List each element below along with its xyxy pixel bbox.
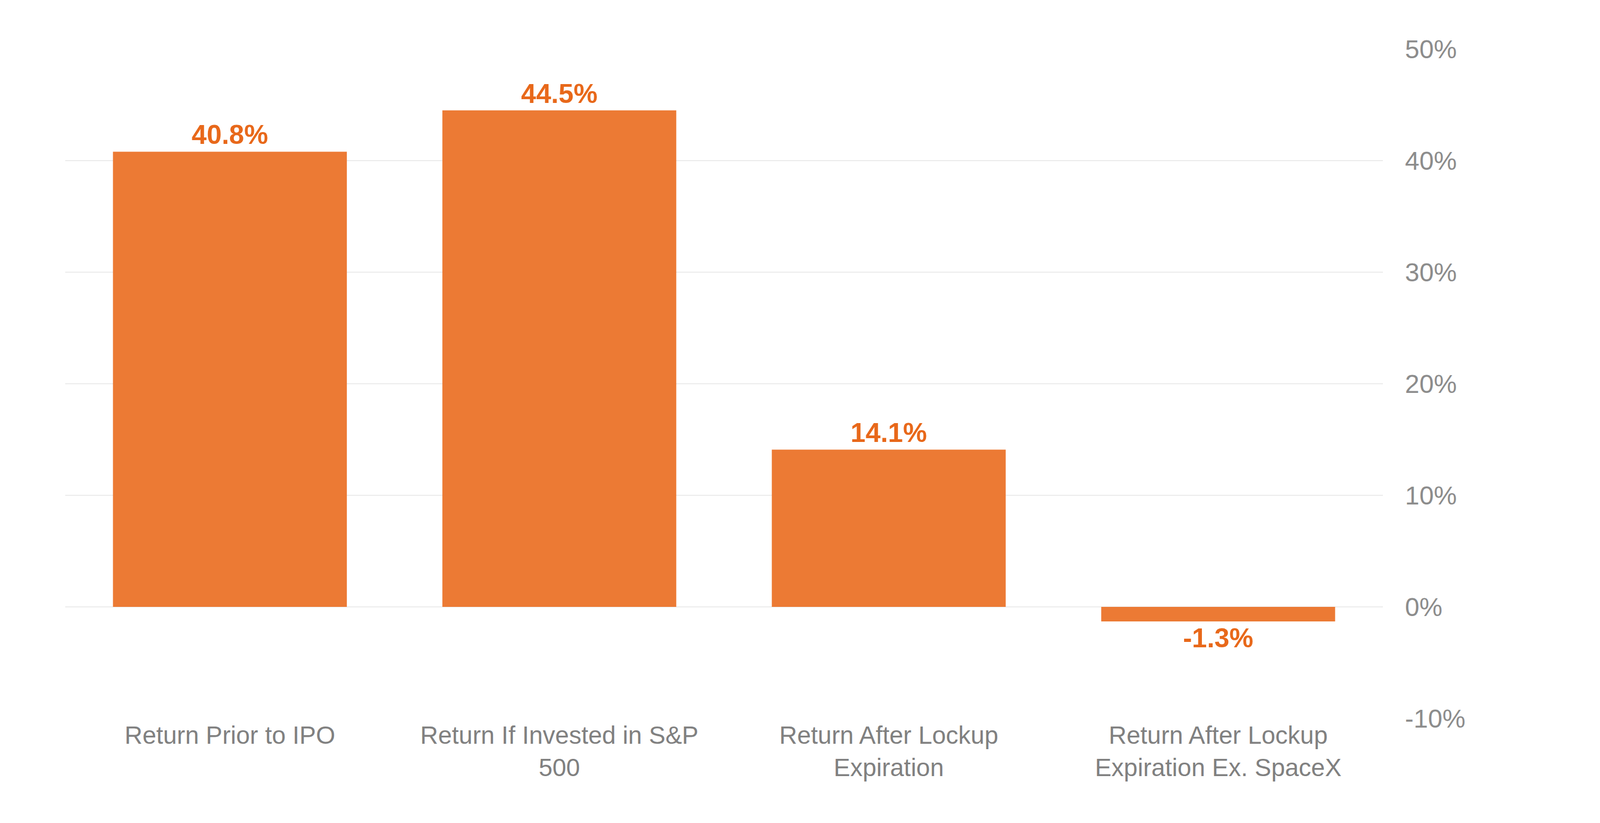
svg-text:40.8%: 40.8% xyxy=(191,119,269,150)
svg-text:Return After LockupExpiration: Return After LockupExpiration xyxy=(778,720,999,782)
svg-text:44.5%: 44.5% xyxy=(520,78,598,109)
svg-text:40%: 40% xyxy=(1404,146,1457,176)
svg-text:Return If Invested in S&P500: Return If Invested in S&P500 xyxy=(420,720,699,782)
svg-text:0%: 0% xyxy=(1404,592,1443,622)
svg-text:Return Prior to IPO: Return Prior to IPO xyxy=(124,720,336,749)
svg-text:50%: 50% xyxy=(1404,35,1457,64)
svg-text:20%: 20% xyxy=(1404,369,1457,399)
svg-text:14.1%: 14.1% xyxy=(850,417,928,448)
svg-text:-10%: -10% xyxy=(1404,704,1466,733)
svg-text:Return After LockupExpiration: Return After LockupExpiration Ex. SpaceX xyxy=(1094,720,1342,782)
svg-text:30%: 30% xyxy=(1404,258,1457,287)
svg-text:-1.3%: -1.3% xyxy=(1183,622,1254,653)
svg-text:10%: 10% xyxy=(1404,481,1457,510)
